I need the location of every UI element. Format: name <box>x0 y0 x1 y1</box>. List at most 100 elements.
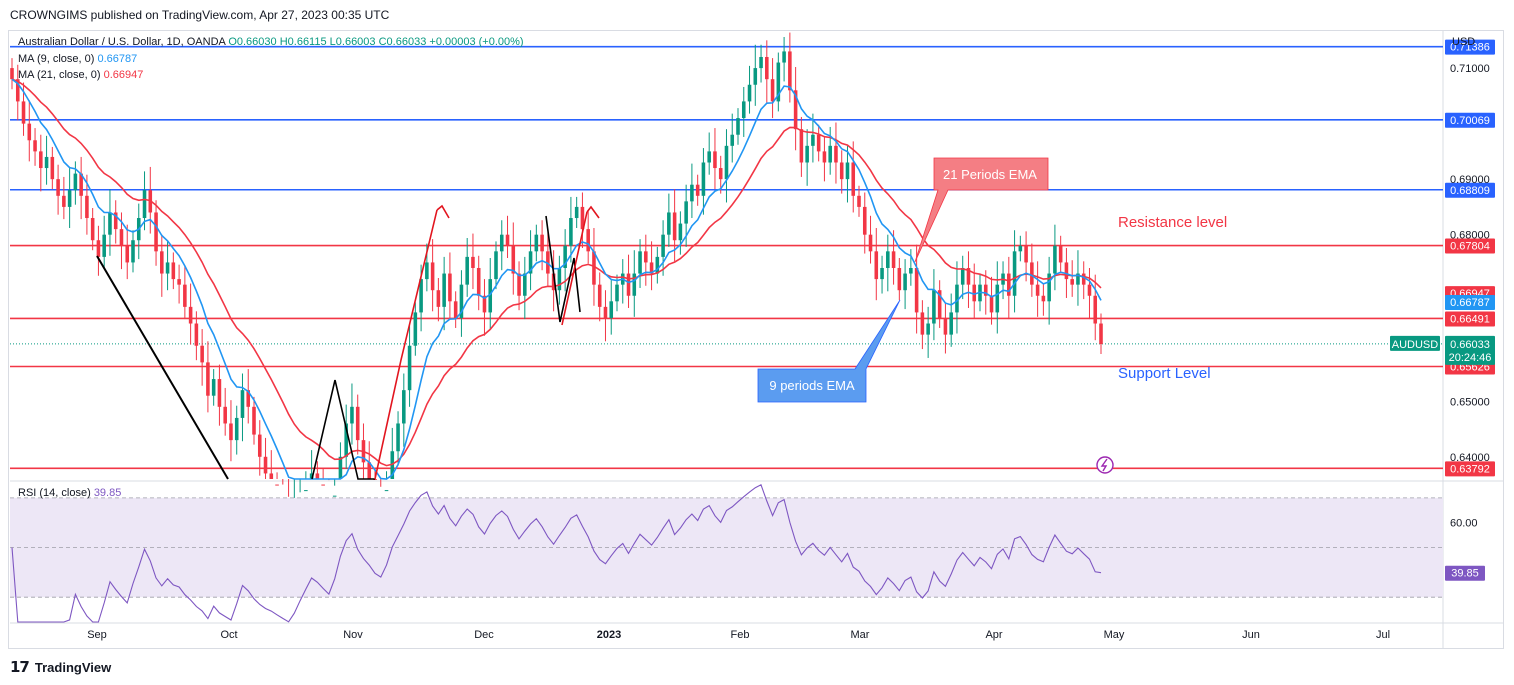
rsi-legend[interactable]: RSI (14, close) 39.85 <box>18 487 121 499</box>
time-axis-label: Nov <box>343 629 363 641</box>
candle <box>523 256 527 320</box>
candle <box>350 383 354 445</box>
candle-body <box>396 423 400 452</box>
candle-body <box>1064 262 1069 280</box>
candle <box>142 171 147 231</box>
candle <box>655 246 660 284</box>
currency-label: USD <box>1452 36 1475 48</box>
candle <box>713 128 717 190</box>
candle-body <box>966 267 971 285</box>
candle-body <box>937 290 942 318</box>
candle-body <box>926 323 930 335</box>
candle <box>574 196 579 229</box>
candle <box>1076 250 1080 306</box>
candle-body <box>430 262 435 291</box>
candle-body <box>546 251 550 274</box>
candle-body <box>563 245 567 268</box>
candle-body <box>580 206 585 230</box>
candle-body <box>505 234 510 246</box>
ema21-callout-label: 21 Periods EMA <box>943 167 1037 182</box>
candle-body <box>413 312 418 346</box>
candle-body <box>304 490 308 492</box>
candle <box>886 234 890 292</box>
level-price-label: 0.66491 <box>1450 313 1490 325</box>
candle-body <box>355 406 360 441</box>
candle <box>165 241 170 291</box>
ma9-legend[interactable]: MA (9, close, 0) 0.66787 <box>18 53 137 65</box>
candle <box>632 250 637 317</box>
candle-body <box>131 240 135 263</box>
countdown-label: 20:24:46 <box>1449 352 1492 364</box>
candle-body <box>56 179 60 196</box>
candle-body <box>338 456 343 479</box>
candle-body <box>713 151 717 169</box>
candle-body <box>142 190 147 219</box>
candle <box>1018 235 1023 262</box>
candle-body <box>1007 273 1011 296</box>
candle-body <box>165 262 170 274</box>
candle <box>868 215 873 264</box>
time-axis-label: Mar <box>851 629 870 641</box>
candle <box>609 280 614 335</box>
candle-body <box>1030 262 1034 285</box>
candle-body <box>1018 245 1023 252</box>
candle <box>782 36 786 82</box>
candle-body <box>932 290 936 324</box>
candle <box>131 230 135 273</box>
zigzag-pattern <box>311 379 375 480</box>
candle <box>701 148 706 215</box>
candle-body <box>188 306 193 324</box>
candle-body <box>1035 284 1040 296</box>
candle-body <box>955 284 959 313</box>
candle-body <box>592 251 596 285</box>
candle <box>874 228 879 301</box>
candle-body <box>1076 273 1080 285</box>
candle <box>1058 235 1063 273</box>
candle-body <box>217 379 222 407</box>
candle <box>321 467 325 486</box>
candle-body <box>257 434 262 457</box>
ma21-legend[interactable]: MA (21, close, 0) 0.66947 <box>18 69 143 81</box>
time-axis-label: 2023 <box>597 629 621 641</box>
candle-body <box>868 234 873 252</box>
candle-body <box>793 90 798 130</box>
candle <box>33 128 37 166</box>
candle <box>234 405 239 455</box>
time-axis: Sep Oct Nov Dec 2023 Feb Mar Apr May Jun Jul <box>87 629 1390 641</box>
candle-body <box>661 234 665 257</box>
candle-body <box>1070 279 1074 285</box>
candle-body <box>632 273 637 296</box>
candle <box>770 58 775 119</box>
level-price-badge <box>1445 112 1495 128</box>
candle-body <box>1041 295 1046 302</box>
candle <box>718 155 723 194</box>
time-axis-label: Jun <box>1242 629 1260 641</box>
level-price-badge <box>1445 182 1495 198</box>
ma21-label: MA (21, close, 0) <box>18 69 101 81</box>
candle-body <box>655 256 660 274</box>
candle-body <box>805 145 809 163</box>
candle-body <box>626 273 631 296</box>
candle <box>707 132 711 175</box>
tradingview-footer[interactable]: 𝟭𝟳 TradingView <box>10 658 111 676</box>
candle <box>459 270 464 337</box>
candle <box>690 163 694 219</box>
candle <box>90 208 95 251</box>
rising-arrow-line <box>561 211 588 326</box>
candle <box>448 252 452 318</box>
level-price-label: 0.71386 <box>1450 42 1490 54</box>
candle-body <box>246 390 251 407</box>
ohlc-high: H0.66115 <box>279 36 327 48</box>
candle-body <box>960 267 965 285</box>
candle <box>811 113 815 163</box>
price-axis: 0.713860.700690.688090.678040.664910.656… <box>1390 36 1495 581</box>
candle <box>355 394 360 455</box>
candle <box>1035 261 1040 317</box>
candle-body <box>332 495 337 497</box>
candle-body <box>534 234 539 252</box>
level-price-label: 0.70069 <box>1450 115 1490 127</box>
tradingview-brand: TradingView <box>34 659 112 675</box>
candle-body <box>465 256 469 285</box>
candle-body <box>1058 245 1063 263</box>
